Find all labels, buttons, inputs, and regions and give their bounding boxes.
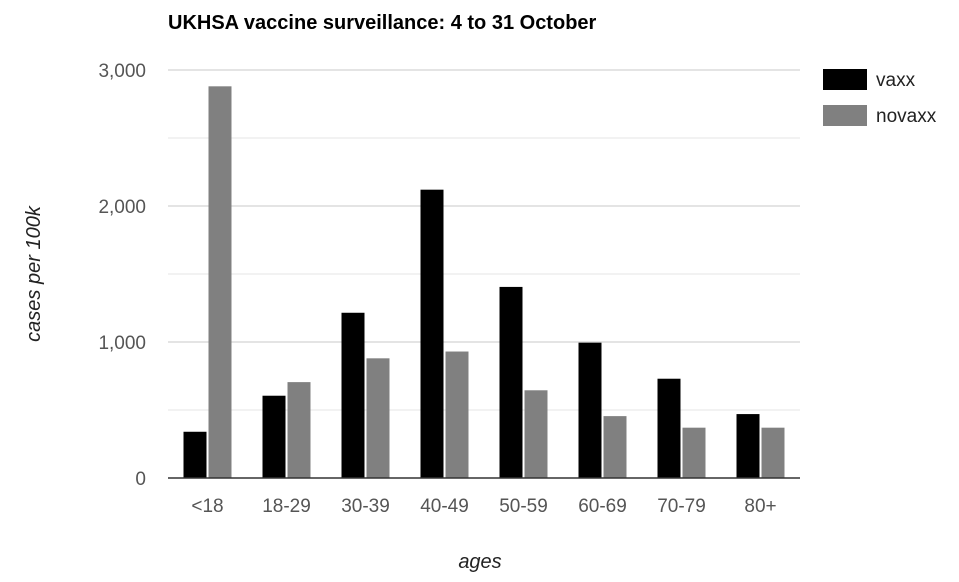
bar-vaxx-1829 [262,395,286,478]
x-tick-label: <18 [191,496,223,517]
legend: vaxx novaxx [823,69,937,127]
y-axis-label: cases per 100k [23,205,45,342]
x-tick-label: 80+ [744,496,776,517]
y-tick-label: 3,000 [98,61,146,82]
legend-label-vaxx: vaxx [876,70,916,91]
x-axis-ticks: <18 18-29 30-39 40-49 50-59 60-69 70-79 80+ [191,496,776,517]
x-tick-label: 40-49 [420,496,469,517]
y-axis-ticks: 0 1,000 2,000 3,000 [98,61,146,490]
bar-vaxx-7079 [657,378,681,478]
bars [183,86,785,478]
x-tick-label: 18-29 [262,496,311,517]
bar-novaxx-80 [761,427,785,478]
bar-novaxx-7079 [682,427,706,478]
bar-novaxx-1829 [287,382,311,478]
bar-vaxx-3039 [341,312,365,478]
y-tick-label: 0 [135,469,146,490]
bar-vaxx-4049 [420,189,444,478]
bar-novaxx-4049 [445,351,469,478]
bar-novaxx-18 [208,86,232,478]
bar-vaxx-18 [183,431,207,478]
chart-title: UKHSA vaccine surveillance: 4 to 31 Octo… [168,12,597,34]
legend-swatch-vaxx [823,69,867,90]
bar-novaxx-3039 [366,358,390,478]
x-tick-label: 30-39 [341,496,390,517]
bar-vaxx-5059 [499,286,523,478]
x-tick-label: 60-69 [578,496,627,517]
legend-swatch-novaxx [823,105,867,126]
bar-novaxx-6069 [603,416,627,478]
bar-vaxx-6069 [578,342,602,478]
y-tick-label: 2,000 [98,197,146,218]
x-tick-label: 70-79 [657,496,706,517]
grid-lines [168,69,800,411]
legend-label-novaxx: novaxx [876,106,937,127]
x-tick-label: 50-59 [499,496,548,517]
bar-novaxx-5059 [524,390,548,478]
bar-vaxx-80 [736,414,760,478]
x-axis-label: ages [458,551,501,573]
y-tick-label: 1,000 [98,333,146,354]
